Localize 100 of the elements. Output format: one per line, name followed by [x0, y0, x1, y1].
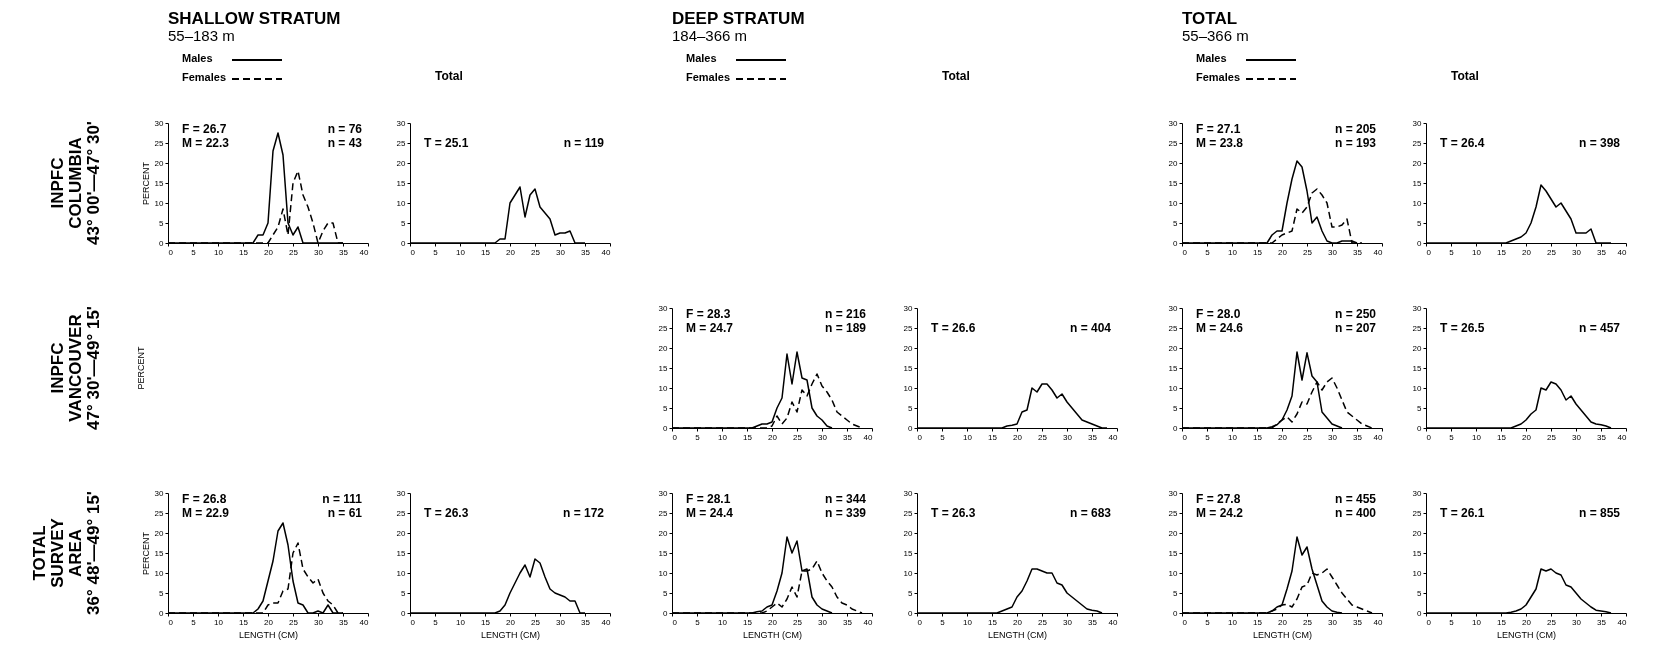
x-axis-title: LENGTH (CM) — [1253, 629, 1312, 640]
x-tick-label: 20 — [1278, 432, 1288, 442]
x-tick-label: 25 — [1547, 247, 1557, 257]
x-tick-label: 15 — [1497, 247, 1507, 257]
x-tick-label: 35 — [843, 432, 853, 442]
y-tick-label: 10 — [1412, 568, 1423, 578]
y-tick-label: 15 — [1412, 178, 1423, 188]
x-tick-label: 40 — [601, 247, 612, 257]
chart-title: DEEP STRATUM — [672, 9, 805, 28]
text: 36° 48'—49° 15' — [84, 491, 103, 615]
annotation: n = 344 — [824, 492, 867, 506]
x-tick-label: 40 — [359, 617, 370, 627]
x-tick-label: 35 — [1088, 432, 1098, 442]
annotation: M = 24.7 — [686, 321, 734, 335]
x-tick-label: 15 — [988, 432, 998, 442]
annotation: F = 26.7 — [182, 122, 227, 136]
x-tick-label: 10 — [214, 247, 224, 257]
y-tick-label: 5 — [1173, 588, 1179, 598]
y-tick-label: 20 — [396, 158, 407, 168]
x-tick-label: 15 — [239, 247, 249, 257]
y-tick-label: 15 — [154, 178, 165, 188]
y-tick-label: 30 — [154, 118, 165, 128]
y-tick-label: 15 — [1168, 548, 1179, 558]
annotation: T = 26.3 — [931, 506, 976, 520]
y-tick-label: 30 — [1412, 488, 1423, 498]
y-tick-label: 0 — [159, 238, 165, 248]
x-tick-label: 0 — [1426, 247, 1432, 257]
y-tick-label: 10 — [903, 383, 914, 393]
x-tick-label: 5 — [695, 617, 701, 627]
text: VANCOUVER — [66, 314, 85, 422]
y-tick-label: 10 — [1412, 383, 1423, 393]
y-tick-label: 30 — [396, 488, 407, 498]
y-tick-label: 10 — [658, 383, 669, 393]
x-tick-label: 10 — [963, 617, 973, 627]
y-tick-label: 30 — [903, 488, 914, 498]
x-tick-label: 0 — [1182, 247, 1188, 257]
x-tick-label: 20 — [1013, 432, 1023, 442]
x-tick-label: 35 — [1353, 247, 1363, 257]
x-tick-label: 25 — [1038, 617, 1048, 627]
chart-subtitle: 184–366 m — [672, 27, 748, 44]
x-tick-label: 10 — [718, 617, 728, 627]
y-tick-label: 5 — [401, 588, 407, 598]
annotation: n = 683 — [1069, 506, 1112, 520]
x-tick-label: 10 — [718, 432, 728, 442]
annotation: M = 22.3 — [182, 136, 230, 150]
x-tick-label: 30 — [556, 617, 566, 627]
y-tick-label: 25 — [396, 138, 407, 148]
y-tick-label: 10 — [658, 568, 669, 578]
x-tick-label: 0 — [1182, 617, 1188, 627]
y-tick-label: 30 — [658, 488, 669, 498]
x-tick-label: 40 — [1617, 432, 1628, 442]
x-tick-label: 0 — [917, 432, 923, 442]
annotation: T = 26.5 — [1440, 321, 1485, 335]
x-tick-label: 20 — [1522, 432, 1532, 442]
annotation: n = 400 — [1334, 506, 1377, 520]
x-tick-label: 15 — [743, 617, 753, 627]
x-tick-label: 40 — [1617, 247, 1628, 257]
annotation: n = 404 — [1069, 321, 1112, 335]
y-tick-label: 0 — [1173, 608, 1179, 618]
x-tick-label: 15 — [743, 432, 753, 442]
y-tick-label: 0 — [1173, 423, 1179, 433]
y-tick-label: 20 — [903, 343, 914, 353]
annotation: n = 111 — [322, 492, 363, 506]
y-tick-label: 15 — [1168, 363, 1179, 373]
y-tick-label: 5 — [908, 403, 914, 413]
chart-title: Total — [435, 69, 463, 83]
y-tick-label: 15 — [396, 548, 407, 558]
text: PERCENT — [136, 346, 146, 390]
y-tick-label: 0 — [663, 608, 669, 618]
x-tick-label: 10 — [456, 617, 466, 627]
y-axis-title: PERCENT — [140, 161, 151, 206]
x-axis-title: LENGTH (CM) — [988, 629, 1047, 640]
x-tick-label: 30 — [1063, 617, 1073, 627]
text: INPFC — [48, 342, 67, 394]
annotation: n = 172 — [562, 506, 605, 520]
y-tick-label: 5 — [663, 588, 669, 598]
y-tick-label: 5 — [1417, 218, 1423, 228]
annotation: n = 193 — [1334, 136, 1377, 150]
x-tick-label: 10 — [1228, 247, 1238, 257]
x-tick-label: 30 — [818, 432, 828, 442]
legend-label: Males — [182, 52, 213, 64]
x-tick-label: 20 — [1522, 617, 1532, 627]
x-tick-label: 40 — [359, 247, 370, 257]
legend-label: Females — [686, 71, 731, 83]
y-tick-label: 5 — [159, 218, 165, 228]
x-tick-label: 10 — [1472, 617, 1482, 627]
chart-title: Total — [942, 69, 970, 83]
x-tick-label: 30 — [1063, 432, 1073, 442]
text: COLUMBIA — [66, 137, 85, 229]
annotation: n = 855 — [1578, 506, 1621, 520]
x-tick-label: 35 — [339, 247, 349, 257]
x-tick-label: 35 — [339, 617, 349, 627]
text: 43° 00'—47° 30' — [84, 121, 103, 245]
x-tick-label: 0 — [1426, 617, 1432, 627]
x-tick-label: 15 — [1497, 617, 1507, 627]
x-tick-label: 15 — [1253, 432, 1263, 442]
x-tick-label: 25 — [531, 247, 541, 257]
y-tick-label: 15 — [1412, 363, 1423, 373]
annotation: n = 43 — [327, 136, 363, 150]
y-tick-label: 5 — [159, 588, 165, 598]
